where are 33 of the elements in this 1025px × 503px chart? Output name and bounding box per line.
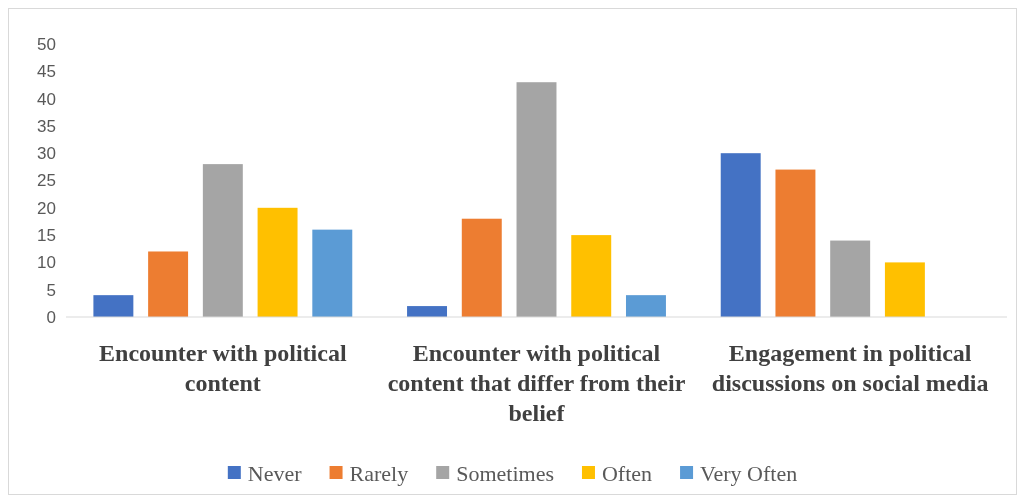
bar [625,295,666,317]
bar [830,240,871,317]
bar [202,164,243,317]
y-tick-label: 50 [37,34,56,54]
bar [312,229,353,317]
y-tick-label: 10 [37,253,56,273]
legend-label: Rarely [349,460,409,486]
y-tick-label: 45 [37,62,56,82]
legend-label: Often [601,460,653,486]
y-tick-label: 5 [46,280,56,300]
bar [257,207,298,317]
bar [148,251,189,317]
y-tick-label: 25 [37,171,56,191]
bar [516,82,557,317]
y-tick-label: 40 [37,89,56,109]
bar [571,235,612,317]
x-tick-label: Engagement in political discussions on social media [711,340,989,396]
bar [407,306,448,317]
y-tick-label: 15 [37,226,56,246]
bar [775,169,816,317]
bar [461,218,502,317]
legend-label: Never [247,460,303,486]
y-tick-label: 0 [46,307,56,327]
bar [720,153,761,317]
bar [93,295,134,317]
y-tick-label: 35 [37,116,56,136]
y-tick-label: 30 [37,144,56,164]
legend-label: Sometimes [456,460,554,486]
x-tick-label: Encounter with political content [99,340,347,396]
legend-label: Very Often [700,460,798,486]
y-tick-label: 20 [37,198,56,218]
x-tick-label: Encounter with political content that differ from their belief [387,340,686,426]
bar [884,262,925,317]
